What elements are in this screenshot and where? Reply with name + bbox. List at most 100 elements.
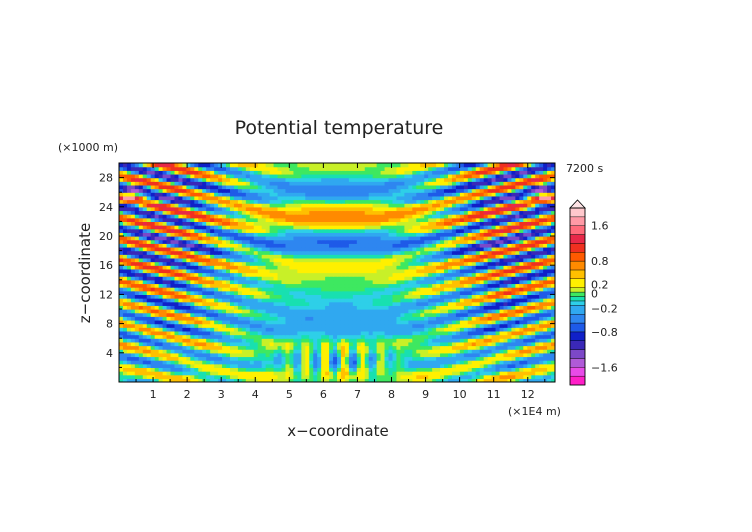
- heatmap-cell: [499, 246, 505, 252]
- heatmap-cell: [218, 261, 223, 266]
- heatmap-cell: [543, 287, 548, 292]
- heatmap-cell: [511, 323, 516, 328]
- heatmap-cell: [233, 221, 239, 226]
- heatmap-cell: [491, 243, 497, 248]
- heatmap-cell: [384, 298, 390, 303]
- heatmap-cell: [420, 228, 425, 233]
- heatmap-cell: [273, 298, 279, 303]
- heatmap-cell: [440, 232, 445, 237]
- heatmap-cell: [142, 232, 148, 237]
- heatmap-cell: [178, 290, 184, 295]
- heatmap-cell: [241, 221, 247, 226]
- heatmap-cell: [150, 214, 156, 219]
- heatmap-cell: [329, 246, 334, 252]
- heatmap-cell: [257, 221, 263, 226]
- heatmap-cell: [396, 327, 402, 332]
- heatmap-cell: [281, 214, 287, 219]
- heatmap-cell: [241, 246, 247, 252]
- heatmap-cell: [321, 345, 326, 350]
- heatmap-cell: [210, 265, 215, 270]
- heatmap-cell: [150, 257, 156, 263]
- heatmap-cell: [301, 294, 306, 299]
- heatmap-cell: [226, 236, 231, 241]
- heatmap-cell: [364, 338, 370, 343]
- heatmap-cell: [388, 360, 394, 365]
- heatmap-cell: [245, 360, 251, 365]
- heatmap-cell: [150, 298, 156, 303]
- heatmap-cell: [313, 279, 318, 285]
- heatmap-cell: [269, 243, 275, 248]
- heatmap-cell: [249, 232, 255, 237]
- heatmap-cell: [241, 338, 247, 343]
- heatmap-cell: [178, 246, 184, 252]
- heatmap-cell: [364, 246, 370, 252]
- heatmap-cell: [229, 232, 235, 237]
- heatmap-cell: [535, 221, 540, 226]
- heatmap-cell: [483, 371, 489, 376]
- heatmap-cell: [154, 261, 160, 266]
- heatmap-cell: [400, 250, 405, 255]
- heatmap-cell: [190, 363, 195, 368]
- heatmap-cell: [511, 371, 516, 376]
- heatmap-cell: [333, 279, 338, 285]
- heatmap-cell: [348, 232, 354, 237]
- heatmap-cell: [289, 341, 294, 347]
- heatmap-cell: [440, 367, 445, 372]
- heatmap-cell: [309, 221, 314, 226]
- heatmap-cell: [547, 254, 552, 259]
- heatmap-cell: [202, 268, 207, 274]
- heatmap-cell: [241, 378, 247, 382]
- heatmap-cell: [384, 312, 390, 317]
- heatmap-cell: [265, 378, 271, 382]
- heatmap-cell: [309, 305, 314, 310]
- heatmap-cell: [202, 319, 207, 325]
- heatmap-cell: [226, 327, 231, 332]
- heatmap-cell: [162, 378, 168, 382]
- heatmap-cell: [146, 279, 152, 285]
- heatmap-cell: [162, 261, 168, 266]
- heatmap-cell: [146, 283, 152, 288]
- heatmap-cell: [447, 298, 453, 303]
- heatmap-cell: [154, 305, 160, 310]
- heatmap-cell: [459, 283, 465, 288]
- heatmap-cell: [420, 236, 425, 241]
- heatmap-cell: [182, 312, 187, 317]
- heatmap-cell: [126, 356, 132, 361]
- heatmap-cell: [511, 268, 516, 274]
- heatmap-cell: [436, 243, 441, 248]
- heatmap-cell: [503, 298, 509, 303]
- heatmap-cell: [233, 239, 239, 244]
- heatmap-cell: [360, 367, 366, 372]
- heatmap-cell: [253, 338, 259, 343]
- heatmap-cell: [352, 312, 358, 317]
- heatmap-cell: [289, 298, 294, 303]
- heatmap-cell: [483, 367, 489, 372]
- heatmap-cell: [396, 360, 402, 365]
- heatmap-cell: [158, 283, 164, 288]
- heatmap-cell: [416, 309, 421, 314]
- heatmap-cell: [440, 323, 445, 328]
- heatmap-cell: [507, 239, 512, 244]
- heatmap-cell: [325, 254, 330, 259]
- heatmap-cell: [218, 349, 223, 354]
- heatmap-cell: [138, 257, 144, 263]
- heatmap-cell: [130, 294, 136, 299]
- heatmap-cell: [440, 341, 445, 347]
- heatmap-cell: [388, 319, 394, 325]
- heatmap-cell: [356, 301, 362, 306]
- heatmap-cell: [527, 312, 532, 317]
- heatmap-cell: [551, 272, 555, 277]
- heatmap-cell: [495, 323, 501, 328]
- heatmap-cell: [436, 371, 441, 376]
- heatmap-cell: [321, 283, 326, 288]
- heatmap-cell: [214, 305, 219, 310]
- heatmap-cell: [515, 298, 520, 303]
- heatmap-cell: [543, 257, 548, 263]
- heatmap-cell: [202, 246, 207, 252]
- heatmap-cell: [420, 279, 425, 285]
- heatmap-cell: [297, 330, 302, 336]
- heatmap-cell: [503, 345, 509, 350]
- heatmap-cell: [515, 225, 520, 230]
- heatmap-cell: [340, 301, 346, 306]
- heatmap-cell: [511, 290, 516, 295]
